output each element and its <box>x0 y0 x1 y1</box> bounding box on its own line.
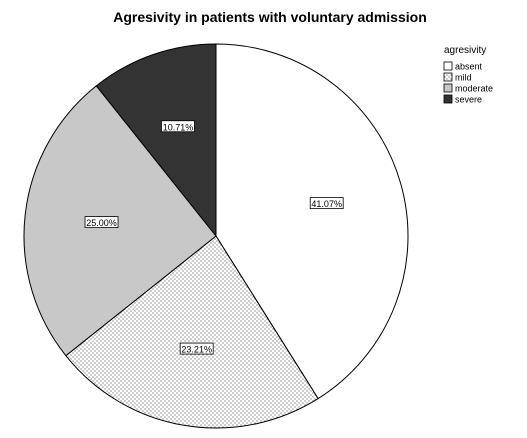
slice-label-absent: 41.07% <box>311 199 342 209</box>
slice-label-mild: 23.21% <box>181 345 212 355</box>
pie-slices <box>23 43 409 429</box>
pie-slice-absent <box>215 43 409 400</box>
slice-label-severe: 10.71% <box>163 122 194 132</box>
legend-swatch-moderate <box>443 83 453 93</box>
legend-title: agresivity <box>444 45 486 56</box>
legend-label-absent: absent <box>455 62 483 72</box>
pie-slice-mild <box>65 235 319 429</box>
legend-label-mild: mild <box>455 73 472 83</box>
slice-label-box-moderate <box>84 216 119 228</box>
chart-title: Agresivity in patients with voluntary ad… <box>113 9 427 25</box>
legend-swatch-mild <box>443 72 453 82</box>
legend-label-moderate: moderate <box>455 84 493 94</box>
legend-swatch-absent <box>443 61 453 71</box>
legend-label-severe: severe <box>455 95 482 105</box>
legend-swatch-severe <box>443 94 453 104</box>
pie-slice-labels: 41.07% 23.21% 25.00% 10.71% <box>84 120 344 355</box>
pie-slice-moderate <box>23 85 217 357</box>
slice-label-box-severe <box>161 120 195 133</box>
pie-slice-severe <box>95 43 217 238</box>
slice-label-moderate: 25.00% <box>86 218 117 228</box>
slice-label-box-mild <box>179 342 214 355</box>
slice-label-box-absent <box>309 197 344 210</box>
